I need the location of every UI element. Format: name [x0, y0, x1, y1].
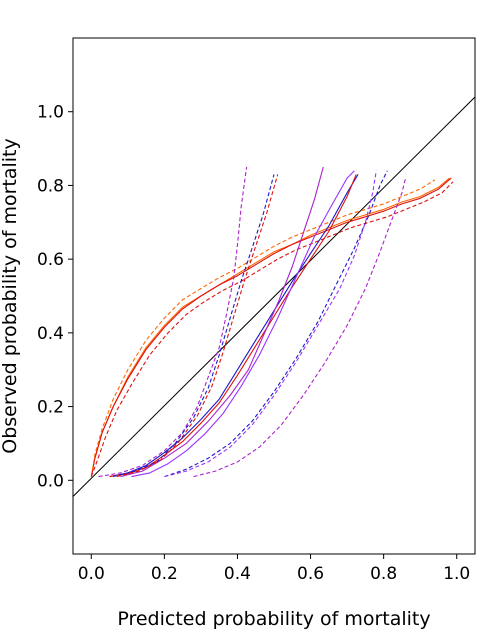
series-line-blue-solid [109, 174, 359, 478]
x-tick-label: 0.4 [224, 564, 251, 584]
x-tick-label: 0.6 [297, 564, 324, 584]
series-line-purple-dashed-right [164, 170, 377, 478]
x-axis-title: Predicted probability of mortality [117, 608, 430, 630]
x-tick-label: 0.0 [78, 564, 105, 584]
series-line-red-dashed-lower [90, 181, 454, 477]
y-tick-label: 0.6 [37, 250, 64, 270]
y-axis-ticks: 0.0 0.2 0.4 0.6 0.8 1.0 [37, 103, 73, 491]
series-line-red-solid-2 [109, 174, 357, 478]
series-line-red-solid [90, 177, 452, 477]
y-axis-title: Observed probability of mortality [0, 138, 21, 454]
x-tick-label: 0.2 [151, 564, 178, 584]
x-axis-ticks: 0.0 0.2 0.4 0.6 0.8 1.0 [78, 554, 470, 584]
y-tick-label: 0.4 [37, 324, 64, 344]
series-line-purple-dashed-left [98, 166, 248, 478]
x-tick-label: 0.8 [370, 564, 397, 584]
series-line-purple-solid [131, 170, 355, 478]
y-tick-label: 0.2 [37, 398, 64, 418]
y-tick-label: 0.8 [37, 176, 64, 196]
series-line-violet-dashed-far [193, 177, 407, 478]
y-tick-label: 0.0 [37, 471, 64, 491]
x-tick-label: 1.0 [443, 564, 470, 584]
series-line-purple-solid-steep [120, 166, 324, 478]
series-line-diagonal [73, 96, 475, 497]
series-line-orange-solid [90, 177, 450, 477]
series-line-blue-dashed-right [164, 170, 388, 478]
plot-frame [72, 37, 476, 555]
y-tick-label: 1.0 [37, 103, 64, 123]
series-line-orange-dashed-upper [90, 179, 436, 477]
series-layer [73, 96, 475, 497]
